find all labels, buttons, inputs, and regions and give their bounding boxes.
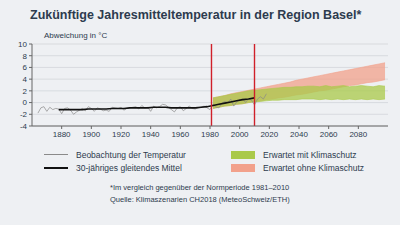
html-text:Quelle: Klimaszenarien CH2018: Quelle: Klimaszenarien CH2018 (MeteoSchw… xyxy=(110,195,290,204)
svg-text:-4: -4 xyxy=(20,122,28,131)
svg-text:10: 10 xyxy=(18,40,27,49)
svg-text:6: 6 xyxy=(23,63,28,72)
svg-text:1980: 1980 xyxy=(201,130,219,139)
html-text:30-jähriges gleitendes Mittel: 30-jähriges gleitendes Mittel xyxy=(76,162,182,173)
svg-text:0: 0 xyxy=(23,98,28,107)
html-text:Erwartet ohne Klimaschutz: Erwartet ohne Klimaschutz xyxy=(263,162,365,173)
html-text:Zukünftige Jahresmitteltempera: Zukünftige Jahresmitteltemperatur in der… xyxy=(30,8,362,22)
html-text:Beobachtung der Temperatur: Beobachtung der Temperatur xyxy=(76,149,186,160)
svg-text:1920: 1920 xyxy=(112,130,130,139)
svg-text:4: 4 xyxy=(23,75,28,84)
svg-text:2020: 2020 xyxy=(260,130,278,139)
svg-text:2080: 2080 xyxy=(349,130,367,139)
svg-text:1900: 1900 xyxy=(82,130,100,139)
svg-text:2: 2 xyxy=(23,87,28,96)
svg-text:1960: 1960 xyxy=(171,130,189,139)
html-text:*Im vergleich gegenüber der No: *Im vergleich gegenüber der Normperiode … xyxy=(110,183,290,192)
svg-text:2060: 2060 xyxy=(320,130,338,139)
html-text:Erwartet mit Klimaschutz: Erwartet mit Klimaschutz xyxy=(263,149,357,160)
svg-text:1880: 1880 xyxy=(53,130,71,139)
svg-text:-2: -2 xyxy=(20,110,28,119)
svg-text:1940: 1940 xyxy=(142,130,160,139)
svg-text:2000: 2000 xyxy=(231,130,249,139)
svg-text:2040: 2040 xyxy=(290,130,308,139)
html-text:Abweichung in °C: Abweichung in °C xyxy=(44,31,108,40)
svg-text:8: 8 xyxy=(23,52,28,61)
